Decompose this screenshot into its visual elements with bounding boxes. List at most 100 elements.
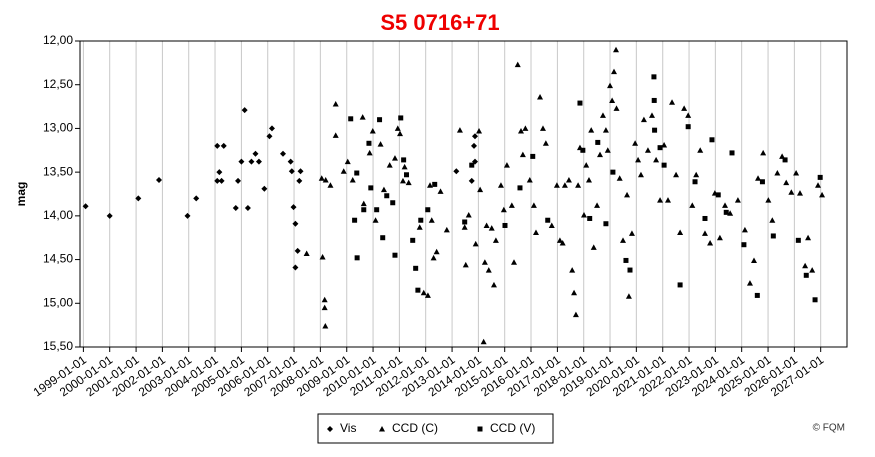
point <box>428 217 435 223</box>
point <box>443 226 450 233</box>
point <box>472 240 479 247</box>
y-tick-label: 13,50 <box>43 164 73 178</box>
copyright: © FQM <box>813 423 845 434</box>
point <box>522 125 529 131</box>
point <box>321 296 328 303</box>
point <box>361 207 367 213</box>
point <box>360 200 367 207</box>
point <box>677 282 683 288</box>
point <box>292 220 299 227</box>
point <box>391 155 398 161</box>
point <box>248 158 255 165</box>
point <box>433 248 440 255</box>
point <box>616 175 623 181</box>
point <box>545 217 551 223</box>
point <box>651 97 657 103</box>
point <box>661 162 667 168</box>
point <box>769 217 776 223</box>
point <box>232 204 239 211</box>
point <box>214 177 221 184</box>
point <box>418 217 424 223</box>
point <box>627 267 633 273</box>
point <box>366 140 372 146</box>
point <box>349 177 356 183</box>
point <box>783 179 790 186</box>
point <box>508 202 515 208</box>
point <box>519 151 526 158</box>
point <box>750 257 757 263</box>
legend-label: CCD (V) <box>490 421 535 435</box>
y-tick-label: 14,00 <box>43 208 73 222</box>
point <box>461 224 468 230</box>
point <box>425 207 431 213</box>
point <box>468 177 475 184</box>
point <box>587 215 593 221</box>
point <box>623 257 629 263</box>
legend-label: CCD (C) <box>392 421 438 435</box>
point <box>322 323 329 329</box>
point <box>803 272 809 278</box>
point <box>82 203 89 210</box>
point <box>613 46 620 53</box>
point <box>261 185 268 192</box>
point <box>404 172 410 178</box>
point <box>214 142 221 149</box>
point <box>715 192 721 198</box>
point <box>746 280 753 286</box>
legend <box>317 413 554 444</box>
point <box>782 157 788 163</box>
point <box>580 147 586 153</box>
point <box>577 100 583 106</box>
point <box>332 132 339 138</box>
point <box>657 197 664 203</box>
point <box>488 225 495 231</box>
point <box>280 150 287 157</box>
plot-frame <box>79 40 848 348</box>
point <box>397 130 404 137</box>
legend-label: Vis <box>340 421 356 435</box>
point <box>481 259 488 265</box>
point <box>462 261 469 268</box>
point <box>637 171 644 178</box>
point <box>583 162 590 168</box>
point <box>492 237 499 243</box>
point <box>453 168 460 175</box>
point <box>268 125 275 132</box>
point <box>465 211 472 218</box>
point <box>561 182 568 188</box>
point <box>548 222 555 228</box>
point <box>322 177 329 183</box>
point <box>405 179 412 186</box>
y-tick-label: 12,00 <box>43 33 73 47</box>
point <box>624 191 631 198</box>
point <box>661 142 668 148</box>
point <box>266 133 273 140</box>
point <box>352 217 358 223</box>
point <box>287 158 294 165</box>
point <box>526 177 533 183</box>
point <box>716 234 723 241</box>
point <box>380 186 387 193</box>
point <box>669 99 676 105</box>
point <box>653 156 660 163</box>
point <box>415 287 421 293</box>
point <box>374 207 380 213</box>
point <box>723 209 729 215</box>
point <box>609 97 616 103</box>
point <box>470 142 477 149</box>
point <box>235 177 242 184</box>
point <box>651 74 657 80</box>
point <box>297 168 304 175</box>
point <box>817 174 823 180</box>
point <box>741 242 747 248</box>
point <box>377 141 384 147</box>
point <box>416 224 423 230</box>
point <box>697 147 704 153</box>
point <box>156 177 163 184</box>
point <box>392 252 398 258</box>
point <box>462 219 468 225</box>
point <box>303 250 310 256</box>
y-tick-label: 13,00 <box>43 121 73 135</box>
y-tick-label: 12,50 <box>43 77 73 91</box>
